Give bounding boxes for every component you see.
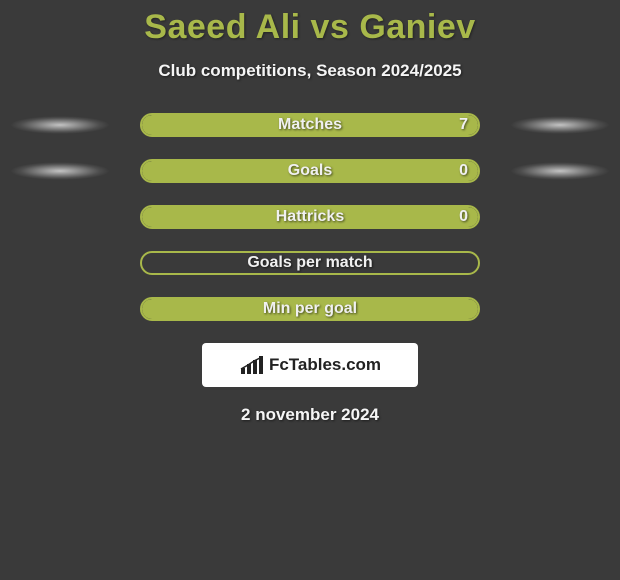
source-badge: FcTables.com (202, 343, 418, 387)
stat-row: Hattricks 0 (0, 205, 620, 229)
stat-value: 0 (459, 208, 468, 226)
stat-value: 0 (459, 162, 468, 180)
stat-row: Matches 7 (0, 113, 620, 137)
shadow-ellipse-right (510, 116, 610, 134)
shadow-ellipse-right (510, 162, 610, 180)
stat-row: Min per goal (0, 297, 620, 321)
stats-rows: Matches 7 Goals 0 Hattricks 0 Goals per match M… (0, 113, 620, 321)
stat-bar: Min per goal (140, 297, 480, 321)
stat-label: Goals per match (247, 254, 372, 272)
date-label: 2 november 2024 (0, 405, 620, 425)
stat-bar: Hattricks 0 (140, 205, 480, 229)
stat-row: Goals per match (0, 251, 620, 275)
stat-row: Goals 0 (0, 159, 620, 183)
stat-bar: Goals per match (140, 251, 480, 275)
stat-bar: Matches 7 (140, 113, 480, 137)
stat-label: Min per goal (263, 300, 357, 318)
stat-label: Goals (288, 162, 332, 180)
stat-bar: Goals 0 (140, 159, 480, 183)
page-subtitle: Club competitions, Season 2024/2025 (0, 61, 620, 81)
stat-label: Matches (278, 116, 342, 134)
stat-label: Hattricks (276, 208, 344, 226)
chart-icon (239, 354, 265, 376)
stat-value: 7 (459, 116, 468, 134)
shadow-ellipse-left (10, 162, 110, 180)
page-title: Saeed Ali vs Ganiev (0, 0, 620, 47)
badge-text: FcTables.com (269, 355, 381, 375)
shadow-ellipse-left (10, 116, 110, 134)
